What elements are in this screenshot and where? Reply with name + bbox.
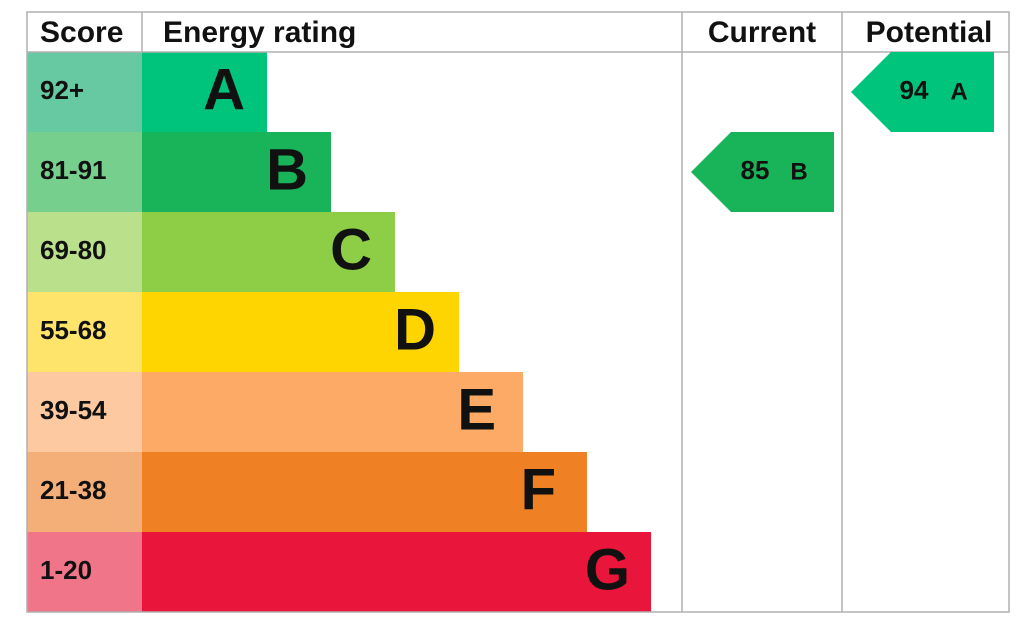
band-letter: A [203,57,245,122]
band-letter: E [457,377,496,442]
band-bar [142,532,651,612]
band-bar [142,372,523,452]
band-bar [142,132,331,212]
band-letter: F [521,457,556,522]
score-cell [27,532,142,612]
band-bar [142,452,587,532]
potential-arrow [851,52,994,132]
header-score: Score [40,16,123,49]
header-potential: Potential [866,16,993,49]
potential-letter: A [950,78,967,105]
band-bar [142,292,459,372]
band-score: 21-38 [40,475,107,505]
score-cell [27,292,142,372]
band-bar [142,52,267,132]
score-cell [27,212,142,292]
band-bar [142,212,395,292]
header-rating: Energy rating [163,16,356,49]
potential-score: 94 [900,75,929,105]
score-cell [27,372,142,452]
band-score: 81-91 [40,155,107,185]
band-score: 92+ [40,75,84,105]
band-score: 69-80 [40,235,107,265]
frame [26,11,1010,613]
score-cell [27,452,142,532]
score-cell [27,132,142,212]
band-score: 39-54 [40,395,107,425]
header-current: Current [708,16,816,49]
band-letter: G [585,537,630,602]
current-letter: B [790,158,807,185]
current-score: 85 [741,155,770,185]
band-score: 1-20 [40,555,92,585]
current-arrow [691,132,834,212]
band-letter: B [266,137,308,202]
score-cell [27,52,142,132]
band-letter: C [330,217,372,282]
band-score: 55-68 [40,315,107,345]
band-letter: D [394,297,436,362]
